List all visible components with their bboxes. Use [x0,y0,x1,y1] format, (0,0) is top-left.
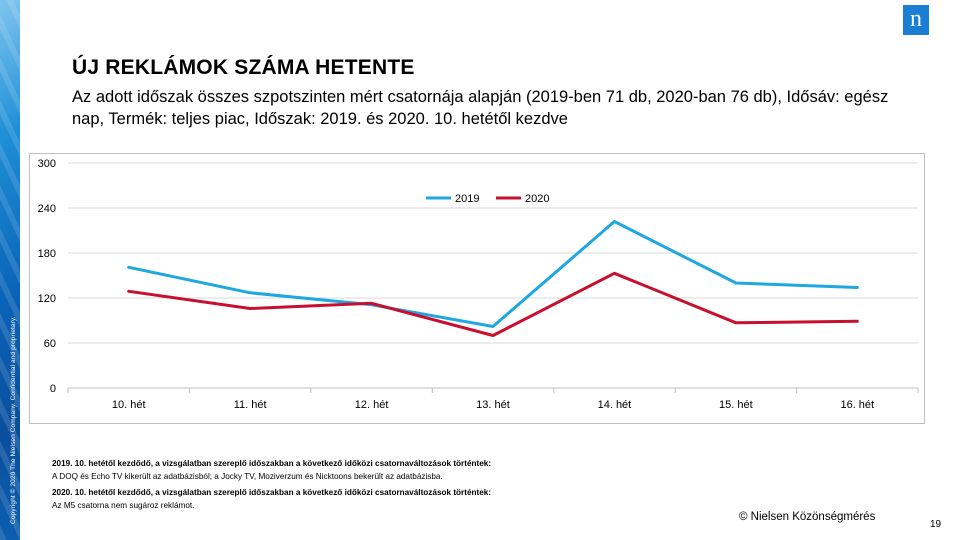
y-tick-label-300: 300 [38,158,56,170]
note-2019-text: A DOQ és Echo TV kikerült az adatbázisbó… [52,472,443,481]
note-2020: 2020. 10. hetétől kezdődő, a vizsgálatba… [52,486,652,512]
footnotes: 2019. 10. hetétől kezdődő, a vizsgálatba… [52,457,652,515]
nielsen-logo: n [903,5,929,35]
series-line-2019 [127,220,859,328]
x-tick-label-6: 16. hét [840,399,874,411]
page-title: ÚJ REKLÁMOK SZÁMA HETENTE [72,56,415,79]
y-tick-label-0: 0 [50,383,56,395]
note-2019: 2019. 10. hetétől kezdődő, a vizsgálatba… [52,457,652,483]
note-2020-heading: 2020. 10. hetétől kezdődő, a vizsgálatba… [52,488,492,497]
x-tick-label-3: 13. hét [476,399,510,411]
x-tick-label-4: 14. hét [598,399,632,411]
y-tick-label-240: 240 [38,203,56,215]
series-line-2020 [127,271,859,337]
x-tick-label-5: 15. hét [719,399,753,411]
source-credit: © Nielsen Közönségmérés [739,511,876,523]
page-subtitle: Az adott időszak összes szpotszinten mér… [72,88,889,128]
chart-frame [29,153,925,424]
x-tick-label-0: 10. hét [112,399,146,411]
y-tick-label-60: 60 [44,338,56,350]
x-tick-label-1: 11. hét [234,399,267,411]
y-tick-label-120: 120 [38,293,56,305]
y-tick-label-180: 180 [38,248,56,260]
note-2019-heading: 2019. 10. hetétől kezdődő, a vizsgálatba… [52,459,492,468]
legend-label-2019: 2019 [455,193,479,205]
x-tick-label-2: 12. hét [355,399,389,411]
left-decorative-strip [0,0,20,540]
legend-label-2020: 2020 [525,193,549,205]
note-2020-text: Az M5 csatorna nem sugároz reklámot. [52,501,195,510]
page-number: 19 [930,519,942,530]
